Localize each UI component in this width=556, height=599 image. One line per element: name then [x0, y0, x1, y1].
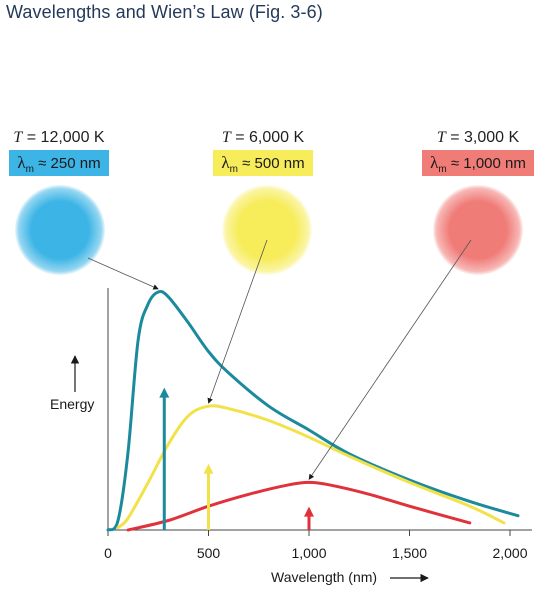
- page-title: Wavelengths and Wien’s Law (Fig. 3-6): [6, 2, 323, 22]
- curve-6000k: [116, 404, 506, 530]
- hot-star-glow: [15, 185, 105, 275]
- star-cool-label-group: T = 3,000 K λm ≈ 1,000 nm: [413, 128, 543, 176]
- x-tick-label: 1,000: [291, 545, 326, 561]
- peak-wavelength-badge-medium: λm ≈ 500 nm: [213, 150, 313, 176]
- peak-wavelength-badge-hot: λm ≈ 250 nm: [9, 150, 109, 176]
- x-tick-label: 0: [104, 545, 112, 561]
- pointer-hot-star: [87, 257, 159, 290]
- medium-star-glow: [222, 185, 312, 275]
- curve-12000k: [106, 290, 520, 532]
- temperature-label-medium: T = 6,000 K: [221, 129, 305, 146]
- curve-3000k: [126, 480, 472, 532]
- y-axis-label: Energy: [50, 396, 95, 412]
- pointer-cool-star: [308, 239, 472, 480]
- cool-star-glow: [433, 185, 523, 275]
- peak-marker-12000k-head: [159, 387, 170, 398]
- star-hot-label-group: T = 12,000 K λm ≈ 250 nm: [6, 128, 112, 176]
- peak-marker-6000k-head: [203, 463, 214, 474]
- temperature-label-cool: T = 3,000 K: [436, 129, 520, 146]
- star-medium-label-group: T = 6,000 K λm ≈ 500 nm: [205, 128, 321, 176]
- peak-marker-3000k-head: [304, 506, 314, 517]
- x-tick-label: 1,500: [392, 545, 427, 561]
- x-tick-label: 500: [197, 545, 221, 561]
- x-axis-label: Wavelength (nm): [271, 569, 377, 585]
- pointer-medium-star: [207, 239, 268, 404]
- peak-wavelength-badge-cool: λm ≈ 1,000 nm: [422, 150, 534, 176]
- temperature-label-hot: T = 12,000 K: [13, 129, 105, 146]
- x-tick-label: 2,000: [492, 545, 527, 561]
